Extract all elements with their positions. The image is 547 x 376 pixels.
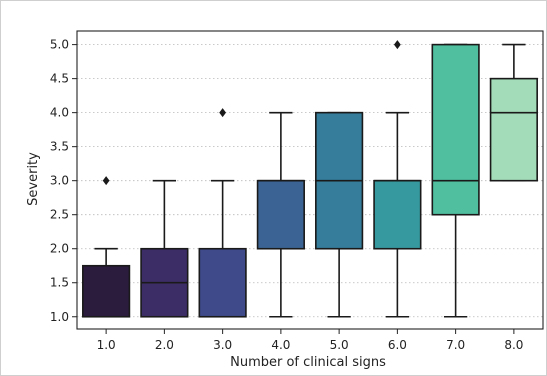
- box-group: [373, 40, 422, 318]
- axes: 1.0 1.5 2.0 2.5 3.0 3.5 4.0 4.5 5.0 1.0 2.0 3.0 4.0 5…: [50, 30, 544, 352]
- box-iqr: [431, 43, 480, 216]
- y-axis-label: Severity: [26, 152, 41, 206]
- box-group: [82, 176, 131, 318]
- box-group: [315, 111, 364, 318]
- x-tick-label: 5.0: [330, 338, 349, 352]
- x-tick-label: 1.0: [97, 338, 116, 352]
- box-group: [140, 179, 189, 318]
- y-tick-label: 4.5: [50, 72, 69, 86]
- outlier-point: [219, 108, 226, 118]
- x-tick-label: 4.0: [271, 338, 290, 352]
- box-iqr: [198, 247, 247, 318]
- box-iqr: [373, 179, 422, 250]
- x-tick-label: 2.0: [155, 338, 174, 352]
- y-tick-label: 1.5: [50, 276, 69, 290]
- plot-border: [76, 30, 544, 330]
- box-group: [489, 43, 538, 182]
- x-tick-label: 7.0: [446, 338, 465, 352]
- y-tick-label: 3.0: [50, 174, 69, 188]
- box-group: [256, 111, 305, 318]
- box-series: [82, 40, 538, 318]
- outlier-point: [102, 176, 110, 186]
- outlier-point: [394, 40, 401, 50]
- y-tick-label: 3.5: [50, 140, 69, 154]
- x-axis-label: Number of clinical signs: [230, 355, 386, 370]
- x-tick-label: 6.0: [388, 338, 407, 352]
- y-tick-label: 5.0: [50, 38, 69, 52]
- y-tick-label: 2.0: [50, 242, 69, 256]
- box-iqr: [82, 264, 131, 318]
- box-iqr: [256, 179, 305, 250]
- y-tick-label: 1.0: [50, 310, 69, 324]
- y-tick-label: 4.0: [50, 106, 69, 120]
- box-group: [198, 108, 247, 318]
- x-tick-label: 8.0: [504, 338, 523, 352]
- y-tick-label: 2.5: [50, 208, 69, 222]
- box-group: [431, 43, 480, 318]
- box-iqr: [489, 77, 538, 182]
- x-tick-label: 3.0: [213, 338, 232, 352]
